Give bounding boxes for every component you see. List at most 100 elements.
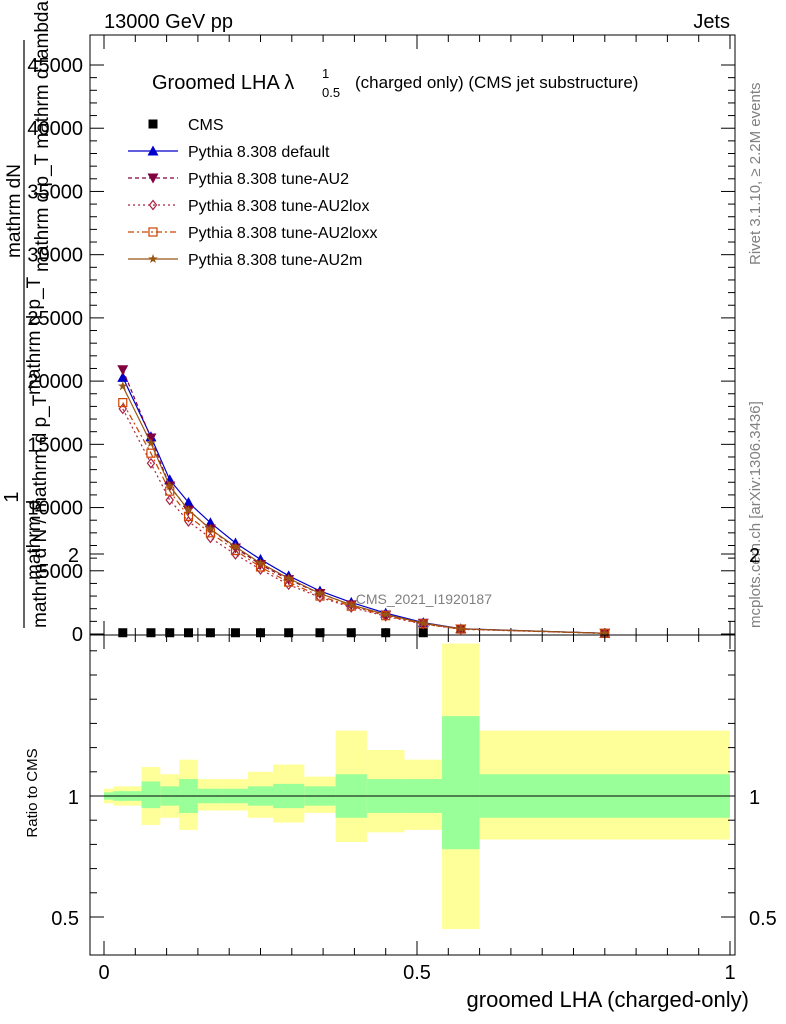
ratio-bands [104, 643, 730, 930]
xtick-label: 0.5 [403, 962, 431, 984]
data-point [418, 618, 428, 628]
xtick-label: 0 [98, 962, 109, 984]
legend-label: Pythia 8.308 tune-AU2m [188, 252, 362, 269]
legend-entry: CMS [148, 117, 224, 134]
data-point [165, 481, 175, 491]
series-line [122, 385, 605, 634]
data-point [206, 532, 215, 544]
ratio-frame [89, 634, 736, 956]
main-ytick-label: 30000 [27, 245, 83, 267]
data-point [183, 505, 194, 515]
legend-entry: Pythia 8.308 tune-AU2lox [128, 198, 369, 215]
legend-entry: Pythia 8.308 tune-AU2loxx [128, 225, 377, 242]
data-point [600, 628, 610, 638]
data-point [346, 628, 356, 638]
data-point [256, 628, 265, 638]
main-frame [89, 34, 736, 636]
main-ylabel: 1 mathrm dN mathrm d p_T mathrm d lambda… [1, 1, 53, 628]
title-main: Groomed LHA λ [152, 72, 294, 94]
data-point [346, 599, 356, 609]
legend-label: Pythia 8.308 tune-AU2loxx [188, 225, 377, 242]
header-energy: 13000 GeV pp [104, 11, 233, 33]
ratio-plot: 0.5 0.5 1 1 2 2 0 0.5 1 [51, 545, 777, 984]
legend-label: CMS [188, 117, 224, 134]
data-point [118, 628, 128, 638]
ratio-ytick-label-right: 1 [749, 787, 760, 809]
data-point [256, 564, 265, 575]
ratio-ytick-label-left: 2 [68, 545, 79, 567]
main-ytick-label: 25000 [27, 308, 83, 330]
main-ytick-label: 20000 [27, 371, 83, 393]
legend-marker [148, 227, 158, 237]
data-point [255, 558, 266, 568]
data-point [183, 496, 195, 507]
title-rest: (charged only) (CMS jet substructure) [355, 73, 638, 92]
data-point [146, 628, 156, 638]
main-ytick-label: 15000 [27, 434, 83, 456]
legend: CMS Pythia 8.308 default Pythia 8.308 tune… [128, 117, 377, 269]
ratio-ylabel: Ratio to CMS [24, 748, 41, 837]
ratio-band-inner [141, 781, 161, 809]
data-point [284, 628, 294, 638]
title-subscript: 0.5 [322, 85, 340, 100]
ratio-ticks: 0.5 0.5 1 1 2 2 0 0.5 1 [51, 545, 777, 984]
data-point [230, 541, 241, 551]
ylabel-line4: mathrm d p_T [24, 276, 45, 395]
legend-entry: Pythia 8.308 default [128, 144, 330, 161]
ylabel-line2: mathrm d p_T mathrm d lambda [32, 1, 53, 272]
legend-entry: Pythia 8.308 tune-AU2m [128, 252, 362, 269]
data-point [380, 609, 391, 619]
main-ticks: 0 5000 10000 15000 20000 25000 30000 35000 40000… [27, 35, 735, 646]
main-ytick-label: 0 [72, 624, 83, 646]
main-series [117, 365, 611, 639]
data-point [283, 573, 294, 583]
xtick-label: 1 [724, 962, 735, 984]
ylabel-line3: mathrm d N / mathrm d p_T [30, 394, 51, 628]
data-point [118, 398, 128, 408]
main-ytick-label: 10000 [27, 498, 83, 520]
data-point [165, 628, 175, 638]
data-point [118, 381, 128, 391]
data-point [117, 371, 129, 382]
data-point [146, 438, 156, 448]
x-axis-label: groomed LHA (charged-only) [467, 987, 749, 1012]
data-point [381, 628, 391, 638]
series-5 [118, 381, 610, 638]
ratio-ytick-label-left: 0.5 [51, 908, 79, 930]
data-point [230, 628, 240, 638]
data-point [146, 457, 156, 469]
main-ytick-label: 45000 [27, 55, 83, 77]
ratio-ytick-label-right: 2 [749, 545, 760, 567]
main-ytick-label: 40000 [27, 118, 83, 140]
data-point [456, 623, 466, 633]
data-point [117, 365, 129, 376]
ratio-ytick-label-right: 0.5 [749, 908, 777, 930]
data-point [315, 628, 325, 638]
legend-marker [147, 145, 159, 156]
legend-entry: Pythia 8.308 tune-AU2 [128, 171, 349, 188]
series-0 [118, 628, 428, 638]
legend-label: Pythia 8.308 tune-AU2lox [188, 198, 369, 215]
data-point [165, 494, 174, 506]
data-point [205, 524, 216, 534]
main-ytick-label: 5000 [39, 561, 84, 583]
title-superscript: 1 [322, 66, 329, 81]
header-jets: Jets [693, 11, 730, 33]
plot-title: Groomed LHA λ 1 0.5 (charged only) (CMS … [152, 66, 638, 100]
legend-label: Pythia 8.308 tune-AU2 [188, 171, 349, 188]
ratio-ytick-label-left: 1 [68, 787, 79, 809]
data-point [418, 628, 428, 638]
legend-marker [147, 173, 159, 184]
ratio-band-inner [442, 716, 480, 850]
data-point [315, 588, 325, 598]
ylabel-one: 1 [1, 491, 23, 502]
legend-label: Pythia 8.308 default [188, 144, 330, 161]
data-point [205, 628, 215, 638]
mcplots-label: mcplots.cern.ch [arXiv:1306.3436] [747, 401, 764, 628]
ylabel-line1: mathrm dN [4, 164, 25, 258]
main-ytick-label: 35000 [27, 181, 83, 203]
rivet-version-label: Rivet 3.1.10, ≥ 2.2M events [747, 83, 764, 266]
data-point [231, 548, 240, 560]
legend-marker [148, 254, 158, 263]
